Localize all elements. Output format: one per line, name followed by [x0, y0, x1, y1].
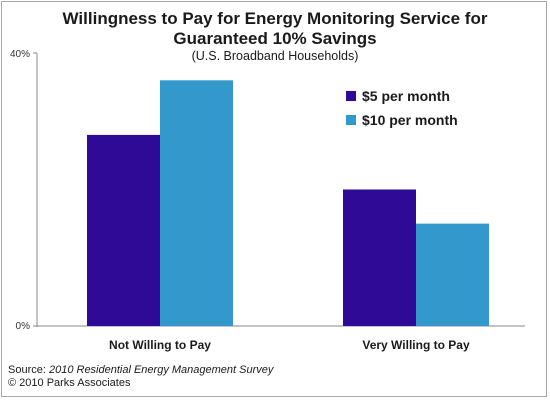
category-label-1: Very Willing to Pay: [362, 338, 470, 352]
legend-label-0: $5 per month: [362, 88, 450, 104]
category-labels: Not Willing to Pay Very Willing to Pay: [109, 338, 470, 352]
bar-1-0: [343, 189, 416, 326]
legend-swatch-1: [346, 115, 356, 125]
source-title: 2010 Residential Energy Management Surve…: [48, 364, 274, 376]
chart-title-line-2: Guaranteed 10% Savings: [173, 29, 377, 48]
chart-title-line-1: Willingness to Pay for Energy Monitoring…: [62, 9, 488, 28]
bar-0-1: [160, 80, 233, 326]
source-prefix: Source:: [8, 364, 49, 376]
bar-0-0: [87, 134, 160, 326]
legend: $5 per month $10 per month: [346, 88, 458, 128]
chart-subtitle: (U.S. Broadband Households): [191, 49, 359, 63]
y-tick-label-min: 0%: [16, 321, 31, 332]
source-line: Source: 2010 Residential Energy Manageme…: [8, 364, 273, 377]
bars-group: [87, 80, 489, 326]
legend-label-1: $10 per month: [362, 112, 458, 128]
legend-swatch-0: [346, 91, 356, 101]
copyright-line: © 2010 Parks Associates: [8, 377, 131, 389]
source-note: Source: 2010 Residential Energy Manageme…: [8, 364, 273, 390]
category-label-0: Not Willing to Pay: [109, 338, 211, 352]
y-tick-label-max: 40%: [10, 49, 30, 60]
bar-1-1: [416, 223, 489, 326]
